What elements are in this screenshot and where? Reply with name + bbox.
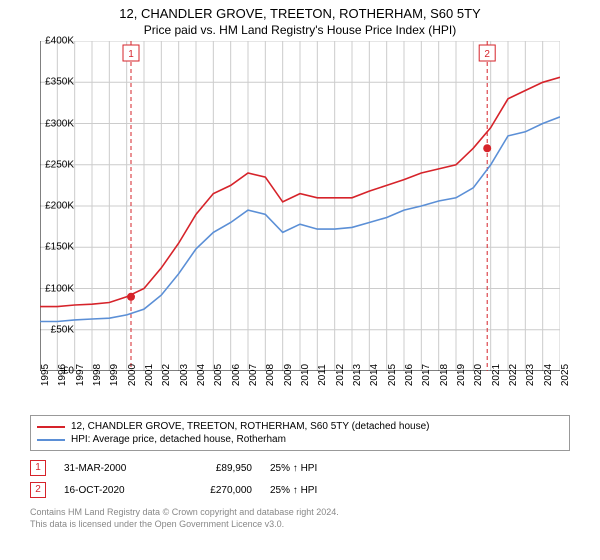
x-tick-label: 2010 — [300, 364, 311, 386]
y-tick-label: £200K — [45, 201, 74, 212]
x-tick-label: 2020 — [473, 364, 484, 386]
x-tick-label: 2022 — [508, 364, 519, 386]
x-tick-label: 1998 — [92, 364, 103, 386]
y-tick-label: £100K — [45, 283, 74, 294]
transaction-row: 2 16-OCT-2020 £270,000 25% ↑ HPI — [30, 479, 570, 501]
transaction-delta: 25% ↑ HPI — [270, 463, 350, 474]
legend: 12, CHANDLER GROVE, TREETON, ROTHERHAM, … — [30, 415, 570, 451]
x-tick-label: 2014 — [369, 364, 380, 386]
x-tick-label: 2017 — [421, 364, 432, 386]
x-tick-label: 2025 — [560, 364, 571, 386]
legend-label: HPI: Average price, detached house, Roth… — [71, 434, 286, 445]
x-tick-label: 2016 — [404, 364, 415, 386]
legend-swatch — [37, 439, 65, 441]
x-tick-label: 2018 — [439, 364, 450, 386]
footer-line-1: Contains HM Land Registry data © Crown c… — [30, 507, 570, 519]
x-tick-label: 2015 — [387, 364, 398, 386]
x-tick-label: 2002 — [161, 364, 172, 386]
x-tick-label: 2019 — [456, 364, 467, 386]
x-tick-label: 1999 — [109, 364, 120, 386]
transaction-price: £89,950 — [182, 463, 252, 474]
x-axis-labels: 1995199619971998199920002001200220032004… — [40, 371, 560, 411]
x-tick-label: 2004 — [196, 364, 207, 386]
x-tick-label: 2024 — [543, 364, 554, 386]
transaction-badge: 2 — [30, 482, 46, 498]
y-tick-label: £300K — [45, 118, 74, 129]
chart-area: 12 £0£50K£100K£150K£200K£250K£300K£350K£… — [40, 41, 600, 371]
transaction-row: 1 31-MAR-2000 £89,950 25% ↑ HPI — [30, 457, 570, 479]
transaction-date: 16-OCT-2020 — [64, 485, 164, 496]
x-tick-label: 1997 — [75, 364, 86, 386]
x-tick-label: 2005 — [213, 364, 224, 386]
x-tick-label: 2021 — [491, 364, 502, 386]
x-tick-label: 2009 — [283, 364, 294, 386]
transaction-badge: 1 — [30, 460, 46, 476]
footer-line-2: This data is licensed under the Open Gov… — [30, 519, 570, 531]
legend-item: 12, CHANDLER GROVE, TREETON, ROTHERHAM, … — [37, 420, 563, 433]
legend-item: HPI: Average price, detached house, Roth… — [37, 433, 563, 446]
legend-swatch — [37, 426, 65, 428]
transactions-table: 1 31-MAR-2000 £89,950 25% ↑ HPI 2 16-OCT-2020… — [30, 457, 570, 501]
x-tick-label: 2012 — [335, 364, 346, 386]
legend-label: 12, CHANDLER GROVE, TREETON, ROTHERHAM, … — [71, 421, 429, 432]
transaction-delta: 25% ↑ HPI — [270, 485, 350, 496]
y-tick-label: £400K — [45, 36, 74, 47]
x-tick-label: 2000 — [127, 364, 138, 386]
x-tick-label: 2011 — [317, 364, 328, 386]
y-tick-label: £50K — [51, 324, 74, 335]
x-tick-label: 2001 — [144, 364, 155, 386]
x-tick-label: 2003 — [179, 364, 190, 386]
x-tick-label: 2006 — [231, 364, 242, 386]
x-tick-label: 2023 — [525, 364, 536, 386]
chart-title: 12, CHANDLER GROVE, TREETON, ROTHERHAM, … — [0, 0, 600, 21]
y-tick-label: £150K — [45, 242, 74, 253]
x-tick-label: 2007 — [248, 364, 259, 386]
svg-text:2: 2 — [484, 49, 490, 60]
transaction-price: £270,000 — [182, 485, 252, 496]
y-tick-label: £250K — [45, 159, 74, 170]
x-tick-label: 1996 — [57, 364, 68, 386]
x-tick-label: 2008 — [265, 364, 276, 386]
svg-text:1: 1 — [128, 49, 134, 60]
transaction-date: 31-MAR-2000 — [64, 463, 164, 474]
chart-container: 12, CHANDLER GROVE, TREETON, ROTHERHAM, … — [0, 0, 600, 560]
footer: Contains HM Land Registry data © Crown c… — [30, 507, 570, 530]
y-tick-label: £350K — [45, 77, 74, 88]
x-tick-label: 2013 — [352, 364, 363, 386]
chart-plot: 12 — [40, 41, 560, 371]
x-tick-label: 1995 — [40, 364, 51, 386]
chart-subtitle: Price paid vs. HM Land Registry's House … — [0, 21, 600, 41]
